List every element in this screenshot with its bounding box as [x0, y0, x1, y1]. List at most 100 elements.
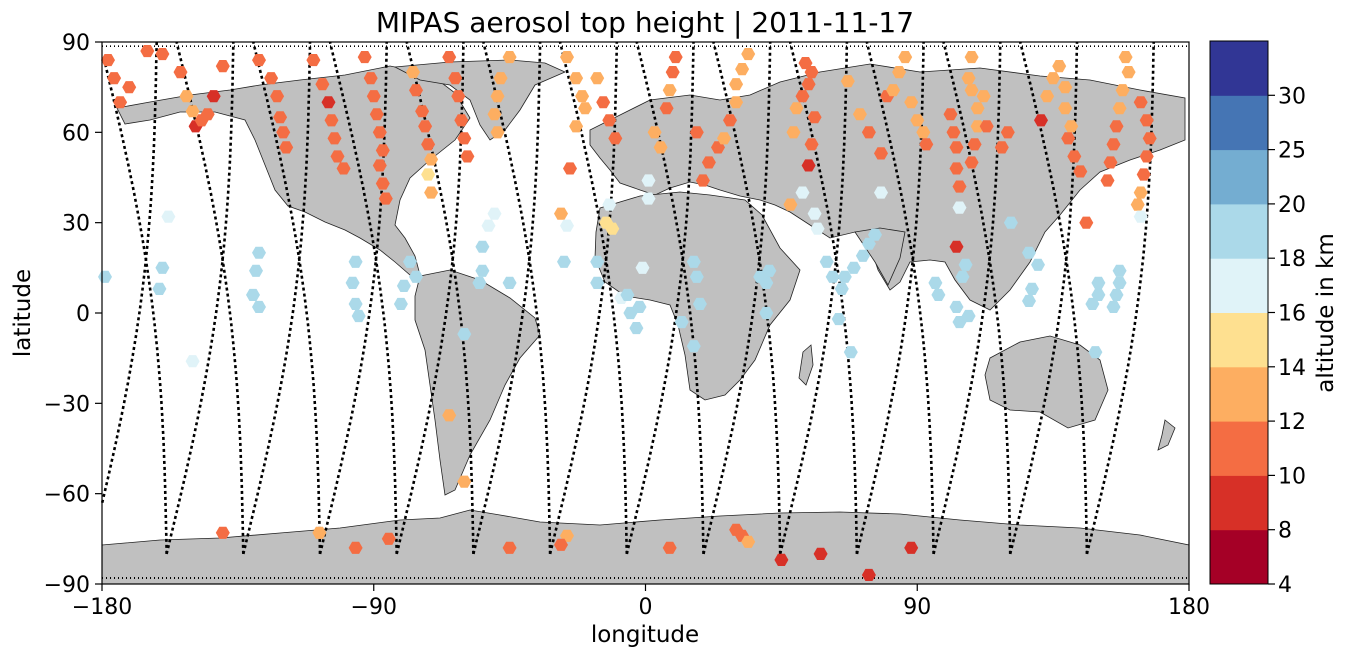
aerosol-point — [786, 126, 801, 139]
colorbar-tick-label: 4 — [1278, 573, 1292, 598]
aerosol-point — [375, 144, 390, 157]
aerosol-point — [795, 186, 810, 199]
aerosol-point — [964, 156, 979, 169]
colorbar-segment — [1210, 366, 1268, 422]
satellite-track — [1085, 41, 1155, 555]
aerosol-point — [1067, 150, 1082, 163]
aerosol-point — [590, 276, 605, 289]
satellite-track — [395, 41, 465, 555]
aerosol-point — [185, 105, 200, 118]
colorbar-tick-label: 30 — [1278, 84, 1306, 109]
aerosol-point — [448, 72, 463, 85]
aerosol-point — [348, 297, 363, 310]
aerosol-point — [701, 156, 716, 169]
aerosol-point — [1061, 132, 1076, 145]
aerosol-point — [949, 300, 964, 313]
aerosol-point — [668, 51, 683, 64]
land-madagascar — [798, 344, 814, 386]
aerosol-point — [421, 168, 436, 181]
aerosol-point — [753, 270, 768, 283]
aerosol-point — [252, 300, 266, 313]
aerosol-point — [674, 316, 689, 329]
y-tick-label: −60 — [44, 483, 90, 508]
aerosol-point — [1058, 102, 1073, 115]
aerosol-point — [904, 96, 919, 109]
y-tick-label: 30 — [62, 212, 90, 237]
aerosol-point — [424, 186, 439, 199]
aerosol-point — [490, 90, 505, 103]
aerosol-point — [409, 84, 423, 97]
aerosol-point — [590, 72, 605, 85]
aerosol-point — [1121, 66, 1136, 79]
aerosol-point — [928, 276, 943, 289]
satellite-track — [328, 41, 398, 554]
aerosol-point — [1091, 276, 1106, 289]
aerosol-point — [662, 541, 677, 554]
aerosol-point — [949, 162, 964, 175]
aerosol-point — [653, 141, 668, 154]
aerosol-point — [762, 264, 777, 277]
y-axis-label: latitude — [10, 269, 36, 357]
aerosol-point — [1133, 96, 1148, 109]
y-tick-label: 60 — [62, 121, 90, 146]
aerosol-point — [1109, 288, 1124, 301]
aerosol-point — [1112, 102, 1127, 115]
aerosol-point — [904, 541, 919, 554]
aerosol-point — [976, 90, 991, 103]
aerosol-point — [363, 72, 378, 85]
colorbar-tick-label: 12 — [1278, 410, 1306, 435]
aerosol-point — [336, 162, 351, 175]
colorbar-tick-label: 14 — [1278, 356, 1306, 381]
satellite-tracks — [100, 41, 1189, 579]
aerosol-point — [874, 186, 888, 199]
colorbar-segments — [1210, 41, 1268, 585]
aerosol-point — [1139, 150, 1154, 163]
aerosol-point — [979, 120, 994, 133]
aerosol-point — [952, 180, 967, 193]
aerosol-point — [1112, 276, 1127, 289]
aerosol-point — [994, 141, 1009, 154]
aerosol-point — [916, 126, 931, 139]
aerosol-point — [861, 568, 876, 581]
aerosol-point — [560, 219, 574, 232]
satellite-track — [788, 41, 859, 554]
aerosol-point — [741, 48, 756, 61]
aerosol-point — [852, 108, 867, 121]
aerosol-point — [270, 90, 285, 103]
aerosol-point — [351, 309, 366, 323]
x-tick-label: −90 — [351, 595, 397, 620]
aerosol-point — [321, 96, 336, 109]
map-panel — [98, 41, 1190, 585]
aerosol-point — [557, 255, 571, 268]
x-tick-label: −180 — [72, 595, 132, 620]
x-tick-label: 180 — [1168, 595, 1210, 620]
aerosol-point — [264, 72, 279, 85]
y-tick-label: 0 — [76, 302, 90, 327]
aerosol-point — [665, 66, 680, 79]
aerosol-point — [424, 153, 439, 166]
aerosol-point — [1058, 81, 1073, 94]
aerosol-point — [1118, 51, 1133, 64]
land-australia — [984, 335, 1109, 429]
aerosol-point — [276, 126, 291, 139]
land-north-america — [116, 65, 471, 276]
aerosol-point — [958, 258, 973, 271]
aerosol-point — [813, 547, 828, 560]
aerosol-point — [372, 126, 387, 139]
aerosol-point — [1040, 90, 1055, 103]
satellite-track — [942, 41, 1012, 554]
aerosol-point — [717, 132, 731, 145]
aerosol-point — [502, 276, 517, 289]
aerosol-point — [122, 81, 137, 94]
aerosol-point — [949, 141, 964, 154]
aerosol-point — [801, 159, 816, 172]
aerosol-point — [964, 51, 979, 64]
colorbar-tick-label: 16 — [1278, 302, 1306, 327]
aerosol-point — [861, 126, 876, 139]
aerosol-point — [554, 538, 568, 551]
aerosol-point — [173, 66, 188, 79]
aerosol-point — [801, 78, 816, 91]
aerosol-point — [312, 526, 327, 539]
aerosol-point — [892, 66, 907, 79]
aerosol-point — [952, 316, 967, 329]
